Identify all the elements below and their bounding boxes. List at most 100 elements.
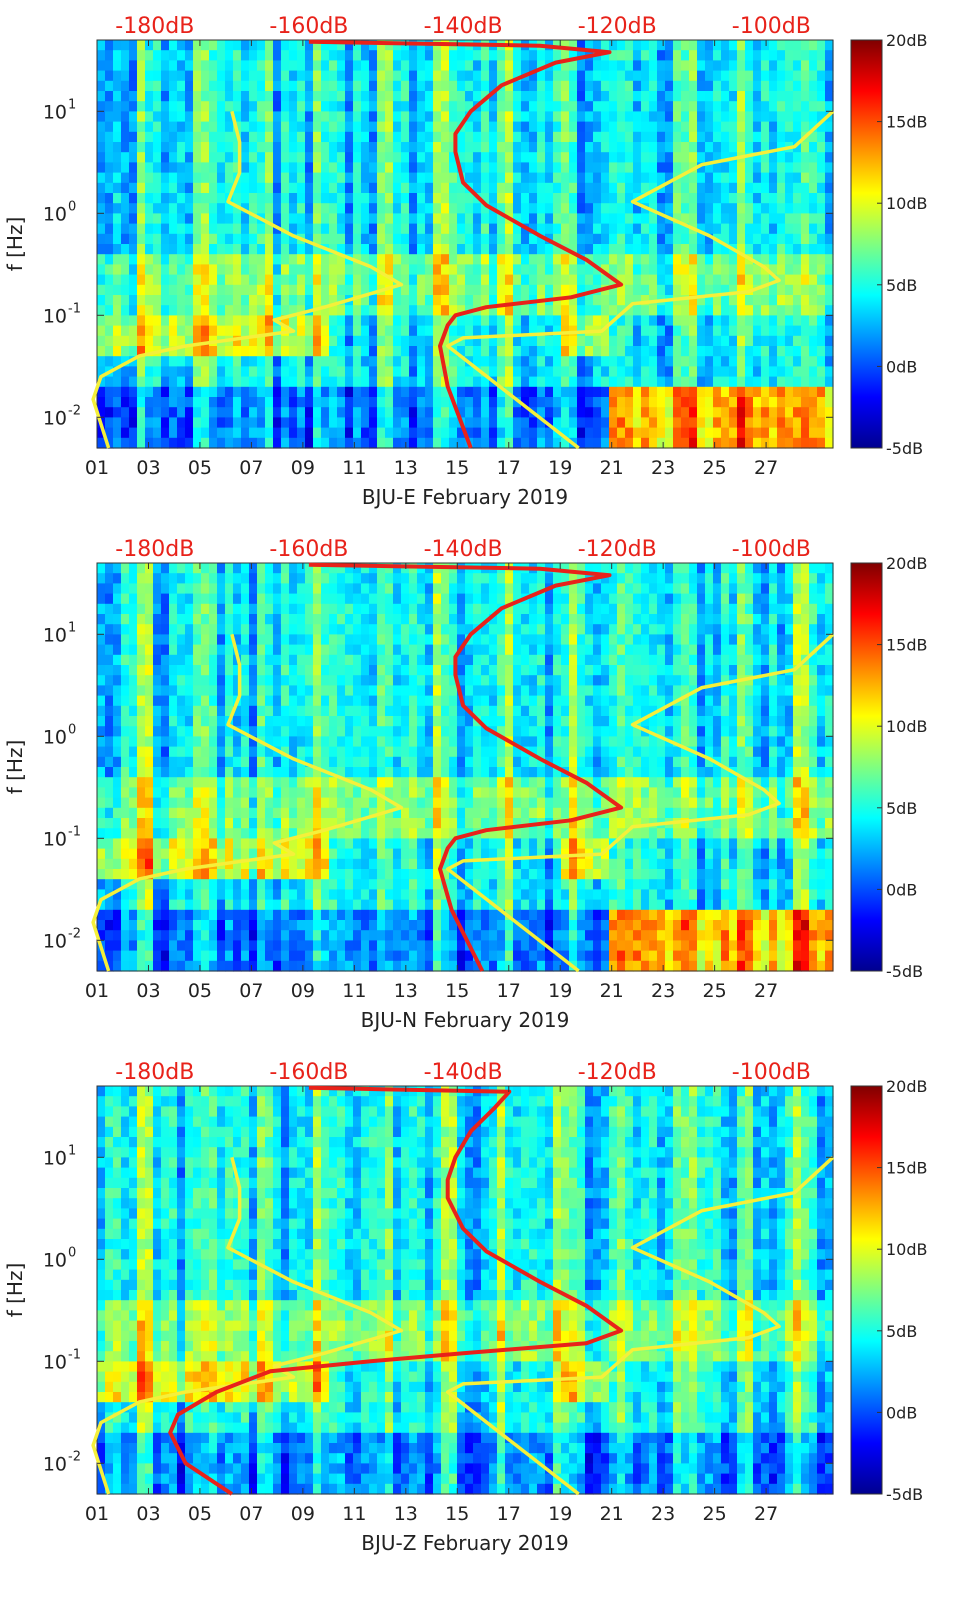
y-tick-label: 10 [43, 624, 67, 646]
y-tick-exponent: 0 [68, 1245, 76, 1260]
y-tick-exponent: -1 [68, 824, 81, 839]
y-tick-exponent: -2 [68, 1449, 81, 1464]
y-tick-exponent: -1 [68, 301, 81, 316]
top-db-tick-label: -160dB [269, 14, 348, 39]
colorbar-label: 0dB [886, 357, 917, 376]
x-tick-label: 25 [703, 457, 727, 479]
y-tick-exponent: 1 [68, 97, 76, 112]
colorbar-label: 15dB [886, 1159, 928, 1178]
x-tick-label: 21 [600, 980, 624, 1002]
colorbar-label: 20dB [886, 1077, 928, 1096]
y-tick-label: 10 [43, 101, 67, 123]
x-tick-label: 11 [342, 1503, 366, 1525]
y-tick-label: 10 [43, 930, 67, 952]
colorbar-label: 10dB [886, 1240, 928, 1259]
x-tick-label: 23 [651, 457, 675, 479]
colorbar-label: 15dB [886, 113, 928, 132]
y-tick-label: 10 [43, 1147, 67, 1169]
x-tick-label: 01 [85, 457, 109, 479]
top-db-tick-label: -160dB [269, 1060, 348, 1085]
x-tick-label: 27 [754, 1503, 778, 1525]
top-db-tick-label: -140dB [424, 1060, 503, 1085]
colorbar-label: 5dB [886, 799, 917, 818]
top-db-tick-label: -180dB [115, 1060, 194, 1085]
x-tick-label: 05 [188, 1503, 212, 1525]
x-tick-label: 09 [291, 1503, 315, 1525]
x-tick-label: 17 [497, 980, 521, 1002]
colorbar-label: 15dB [886, 636, 928, 655]
x-axis-label: BJU-N February 2019 [361, 1008, 570, 1032]
y-axis-label: f [Hz] [3, 217, 27, 272]
colorbar-label: -5dB [886, 439, 923, 458]
colorbar [851, 563, 882, 971]
colorbar-label: 20dB [886, 554, 928, 573]
y-tick-exponent: -2 [68, 926, 81, 941]
x-tick-label: 21 [600, 457, 624, 479]
x-tick-label: 03 [136, 457, 160, 479]
x-tick-label: 25 [703, 980, 727, 1002]
x-axis-label: BJU-Z February 2019 [361, 1531, 568, 1555]
y-tick-exponent: -2 [68, 403, 81, 418]
x-tick-label: 03 [136, 1503, 160, 1525]
x-tick-label: 19 [548, 1503, 572, 1525]
x-tick-label: 13 [394, 457, 418, 479]
x-tick-label: 17 [497, 1503, 521, 1525]
y-tick-exponent: -1 [68, 1347, 81, 1362]
colorbar-label: 10dB [886, 717, 928, 736]
x-tick-label: 09 [291, 980, 315, 1002]
top-db-tick-label: -100dB [732, 14, 811, 39]
y-tick-label: 10 [43, 1249, 67, 1271]
y-tick-label: 10 [43, 407, 67, 429]
top-db-tick-label: -120dB [578, 14, 657, 39]
colorbar-label: 5dB [886, 276, 917, 295]
x-tick-label: 11 [342, 980, 366, 1002]
y-tick-exponent: 1 [68, 1143, 76, 1158]
x-tick-label: 21 [600, 1503, 624, 1525]
colorbar-label: 0dB [886, 880, 917, 899]
y-tick-exponent: 1 [68, 620, 76, 635]
y-tick-label: 10 [43, 1351, 67, 1373]
x-tick-label: 07 [239, 457, 263, 479]
x-tick-label: 03 [136, 980, 160, 1002]
x-tick-label: 05 [188, 457, 212, 479]
x-tick-label: 11 [342, 457, 366, 479]
x-tick-label: 15 [445, 457, 469, 479]
x-tick-label: 09 [291, 457, 315, 479]
top-db-tick-label: -100dB [732, 537, 811, 562]
colorbar-label: 0dB [886, 1403, 917, 1422]
x-tick-label: 15 [445, 1503, 469, 1525]
y-tick-label: 10 [43, 828, 67, 850]
y-tick-label: 10 [43, 1453, 67, 1475]
colorbar-label: 20dB [886, 31, 928, 50]
x-tick-label: 05 [188, 980, 212, 1002]
top-db-tick-label: -180dB [115, 537, 194, 562]
y-tick-label: 10 [43, 203, 67, 225]
top-db-tick-label: -140dB [424, 14, 503, 39]
x-tick-label: 25 [703, 1503, 727, 1525]
y-tick-exponent: 0 [68, 199, 76, 214]
x-tick-label: 19 [548, 980, 572, 1002]
y-tick-exponent: 0 [68, 722, 76, 737]
x-tick-label: 19 [548, 457, 572, 479]
x-axis-label: BJU-E February 2019 [362, 485, 568, 509]
x-tick-label: 27 [754, 980, 778, 1002]
top-db-tick-label: -120dB [578, 1060, 657, 1085]
colorbar-label: -5dB [886, 962, 923, 981]
colorbar-label: 5dB [886, 1322, 917, 1341]
y-tick-label: 10 [43, 305, 67, 327]
top-db-tick-label: -100dB [732, 1060, 811, 1085]
x-tick-label: 07 [239, 1503, 263, 1525]
top-db-tick-label: -120dB [578, 537, 657, 562]
top-db-tick-label: -180dB [115, 14, 194, 39]
y-axis-label: f [Hz] [3, 740, 27, 795]
x-tick-label: 17 [497, 457, 521, 479]
y-tick-label: 10 [43, 726, 67, 748]
colorbar [851, 1086, 882, 1494]
colorbar [851, 40, 882, 448]
x-tick-label: 13 [394, 1503, 418, 1525]
top-db-tick-label: -160dB [269, 537, 348, 562]
